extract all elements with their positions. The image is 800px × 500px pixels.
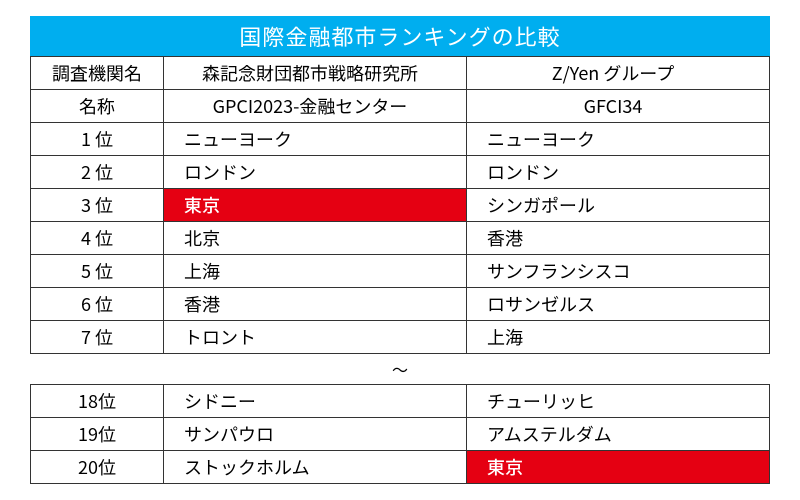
cell-org-b: 香港 <box>467 222 770 255</box>
cell-org-a: 香港 <box>164 288 467 321</box>
header-name-a: GPCI2023-金融センター <box>164 90 467 123</box>
table-row: 18位シドニーチューリッヒ <box>31 385 770 418</box>
cell-org-a: 北京 <box>164 222 467 255</box>
cell-org-b: チューリッヒ <box>467 385 770 418</box>
rank-cell: 18位 <box>31 385 164 418</box>
rank-cell: 2 位 <box>31 156 164 189</box>
table-row: 5 位上海サンフランシスコ <box>31 255 770 288</box>
table-row: 2 位ロンドンロンドン <box>31 156 770 189</box>
ellipsis-cell: 〜 <box>31 354 770 385</box>
table-row: 6 位香港ロサンゼルス <box>31 288 770 321</box>
header-rank-label: 調査機関名 <box>31 57 164 90</box>
cell-org-b: アムステルダム <box>467 418 770 451</box>
table-row: 7 位トロント上海 <box>31 321 770 354</box>
table-row: 20位ストックホルム東京 <box>31 451 770 484</box>
cell-org-a: トロント <box>164 321 467 354</box>
cell-org-b: 東京 <box>467 451 770 484</box>
cell-org-a: 東京 <box>164 189 467 222</box>
rank-cell: 1 位 <box>31 123 164 156</box>
header-name-label: 名称 <box>31 90 164 123</box>
cell-org-a: ニューヨーク <box>164 123 467 156</box>
cell-org-b: 上海 <box>467 321 770 354</box>
header-org-b: Z/Yen グループ <box>467 57 770 90</box>
rank-cell: 6 位 <box>31 288 164 321</box>
cell-org-b: ロサンゼルス <box>467 288 770 321</box>
table-row: 3 位東京シンガポール <box>31 189 770 222</box>
rank-cell: 19位 <box>31 418 164 451</box>
cell-org-a: ストックホルム <box>164 451 467 484</box>
cell-org-a: シドニー <box>164 385 467 418</box>
rank-cell: 20位 <box>31 451 164 484</box>
rank-cell: 3 位 <box>31 189 164 222</box>
cell-org-a: 上海 <box>164 255 467 288</box>
table-row: 4 位北京香港 <box>31 222 770 255</box>
cell-org-a: ロンドン <box>164 156 467 189</box>
table-header-row-name: 名称 GPCI2023-金融センター GFCI34 <box>31 90 770 123</box>
cell-org-a: サンパウロ <box>164 418 467 451</box>
cell-org-b: シンガポール <box>467 189 770 222</box>
cell-org-b: ニューヨーク <box>467 123 770 156</box>
ellipsis-row: 〜 <box>31 354 770 385</box>
cell-org-b: ロンドン <box>467 156 770 189</box>
rank-cell: 5 位 <box>31 255 164 288</box>
rank-cell: 4 位 <box>31 222 164 255</box>
table-title: 国際金融都市ランキングの比較 <box>30 16 770 56</box>
cell-org-b: サンフランシスコ <box>467 255 770 288</box>
header-name-b: GFCI34 <box>467 90 770 123</box>
table-row: 19位サンパウロアムステルダム <box>31 418 770 451</box>
rank-cell: 7 位 <box>31 321 164 354</box>
table-header-row-org: 調査機関名 森記念財団都市戦略研究所 Z/Yen グループ <box>31 57 770 90</box>
header-org-a: 森記念財団都市戦略研究所 <box>164 57 467 90</box>
comparison-table: 調査機関名 森記念財団都市戦略研究所 Z/Yen グループ 名称 GPCI202… <box>30 56 770 484</box>
table-row: 1 位ニューヨークニューヨーク <box>31 123 770 156</box>
ranking-table: 国際金融都市ランキングの比較 調査機関名 森記念財団都市戦略研究所 Z/Yen … <box>30 16 770 484</box>
